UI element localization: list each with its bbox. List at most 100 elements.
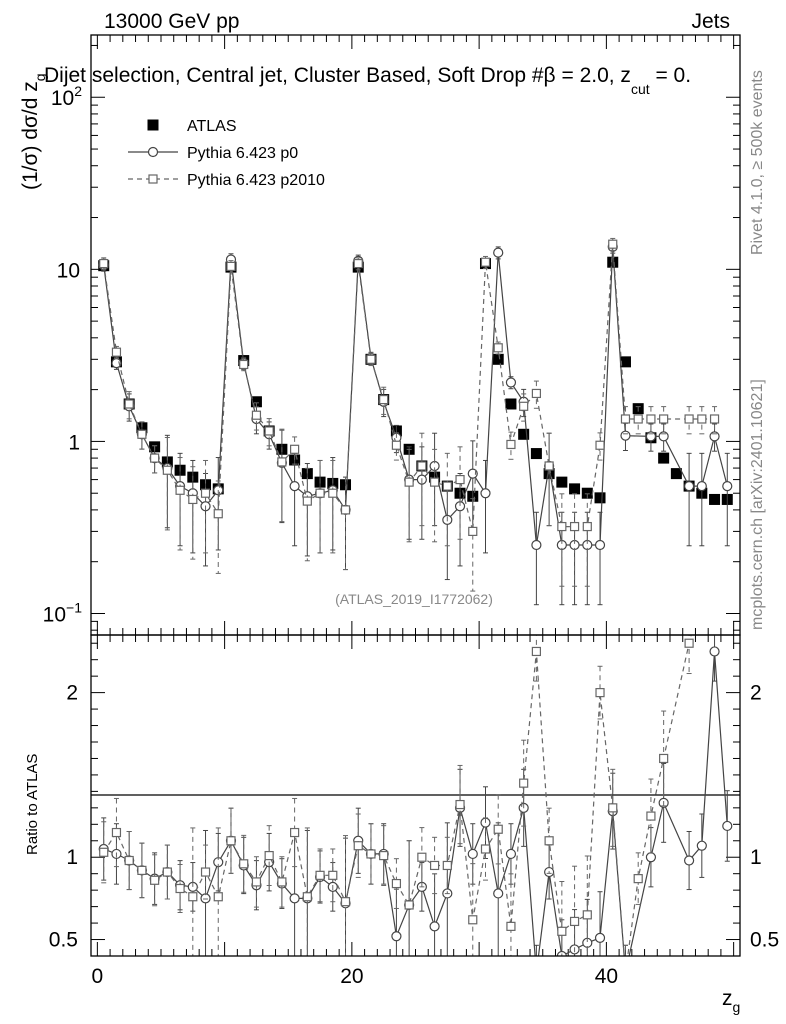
legend-marker-data xyxy=(147,119,159,131)
legend-label-p0: Pythia 6.423 p0 xyxy=(187,145,298,162)
data-point-data xyxy=(658,452,670,464)
data-point-p0 xyxy=(493,888,504,899)
data-point-p2010 xyxy=(544,836,554,846)
data-point-p2010 xyxy=(468,526,478,536)
data-point-p2010 xyxy=(124,399,134,409)
data-point-p2010 xyxy=(595,688,605,698)
data-point-p2010 xyxy=(506,439,516,450)
y-tick-label-exponent: −1 xyxy=(66,600,82,616)
data-point-p2010 xyxy=(277,457,287,467)
y-tick-label: 10−1 xyxy=(43,600,83,627)
data-point-p2010 xyxy=(404,900,414,910)
ratio-panel-series xyxy=(98,635,733,977)
data-point-p2010 xyxy=(620,414,631,424)
rivet-label: Rivet 4.1.0, ≥ 500k events xyxy=(749,70,766,255)
data-point-p2010 xyxy=(137,429,147,439)
y-tick-label: 10 xyxy=(57,259,80,282)
ratio-panel-ticks: 0 20 40 0.5 0.5 1 1 2 2 xyxy=(49,635,779,988)
data-point-p2010 xyxy=(493,824,503,834)
data-point-p0 xyxy=(493,247,504,258)
data-point-p0 xyxy=(391,931,402,942)
x-axis-label-subscript: g xyxy=(733,999,741,1015)
data-point-p2010 xyxy=(353,258,363,269)
y-axis-label-main: (1/σ) dσ/d z xyxy=(19,81,42,190)
data-point-p2010 xyxy=(608,803,618,813)
data-point-p2010 xyxy=(264,850,274,861)
ratio-tick-label: 2 xyxy=(66,682,78,705)
data-point-p2010 xyxy=(468,915,478,925)
data-point-p2010 xyxy=(150,453,160,463)
x-tick-label: 40 xyxy=(595,965,618,988)
data-point-p2010 xyxy=(366,849,376,859)
data-point-p2010 xyxy=(200,867,211,877)
data-point-p0 xyxy=(505,848,517,860)
data-point-p2010 xyxy=(315,870,325,880)
data-point-data xyxy=(530,448,542,460)
data-point-p2010 xyxy=(302,892,312,902)
y-axis-label-subscript: g xyxy=(32,73,48,81)
data-point-p0 xyxy=(200,893,211,904)
data-point-data xyxy=(709,493,721,505)
x-axis-label: zg xyxy=(722,987,740,1015)
data-point-p0 xyxy=(429,921,440,932)
y-tick-label: 1 xyxy=(68,431,80,454)
data-point-p0 xyxy=(658,431,669,442)
data-point-p2010 xyxy=(544,461,554,471)
y-tick-label-exponent: 2 xyxy=(74,83,82,99)
data-point-p2010 xyxy=(290,827,300,838)
data-point-p2010 xyxy=(340,897,351,907)
plot-title: Dijet selection, Central jet, Cluster Ba… xyxy=(44,64,691,97)
data-point-p2010 xyxy=(99,847,109,857)
data-point-data xyxy=(581,487,593,499)
legend-marker-p2010 xyxy=(148,174,158,184)
data-point-p2010 xyxy=(213,509,223,519)
plot-title-tail: = 0. xyxy=(650,64,691,87)
data-point-p0 xyxy=(709,646,720,657)
data-point-p2010 xyxy=(366,354,376,364)
data-point-p2010 xyxy=(251,877,262,887)
data-point-p2010 xyxy=(188,892,198,902)
data-point-p2010 xyxy=(697,414,707,424)
analysis-label: (ATLAS_2019_I1772062) xyxy=(335,591,493,607)
data-point-p2010 xyxy=(328,870,338,880)
data-point-p2010 xyxy=(188,494,198,505)
data-point-p0 xyxy=(683,480,695,492)
data-point-data xyxy=(607,256,619,268)
data-point-p2010 xyxy=(124,855,134,866)
legend: ATLAS Pythia 6.423 p0 Pythia 6.423 p2010 xyxy=(128,118,325,189)
data-point-data xyxy=(505,398,517,410)
data-point-p2010 xyxy=(684,638,694,648)
data-point-p2010 xyxy=(239,859,249,869)
ratio-axis-label: Ratio to ATLAS xyxy=(24,754,41,855)
data-point-p2010 xyxy=(200,488,211,498)
data-point-p2010 xyxy=(582,910,592,920)
data-point-p2010 xyxy=(213,892,223,902)
data-point-p2010 xyxy=(340,505,351,515)
data-point-p2010 xyxy=(455,474,465,485)
data-point-p0 xyxy=(683,855,695,866)
energy-label: 13000 GeV pp xyxy=(104,10,239,33)
data-point-p2010 xyxy=(557,521,567,532)
data-point-p0 xyxy=(645,852,657,863)
x-axis-label-main: z xyxy=(722,987,733,1010)
data-point-p2010 xyxy=(646,811,656,821)
data-point-p2010 xyxy=(608,239,618,249)
data-point-p2010 xyxy=(519,401,529,411)
data-point-p2010 xyxy=(162,465,172,475)
data-point-p0 xyxy=(621,968,630,977)
data-point-p2010 xyxy=(429,860,440,871)
data-point-p0 xyxy=(505,377,517,388)
data-point-p2010 xyxy=(569,916,580,927)
data-point-p2010 xyxy=(659,753,669,764)
data-point-p0 xyxy=(722,480,733,492)
data-point-p2010 xyxy=(557,926,567,936)
main-panel-series xyxy=(98,237,733,606)
data-point-p2010 xyxy=(328,488,338,498)
data-point-p0 xyxy=(467,848,478,860)
ratio-panel-frame xyxy=(90,634,741,957)
data-point-p2010 xyxy=(659,414,669,424)
data-point-p2010 xyxy=(684,414,694,424)
data-point-p2010 xyxy=(150,875,160,885)
